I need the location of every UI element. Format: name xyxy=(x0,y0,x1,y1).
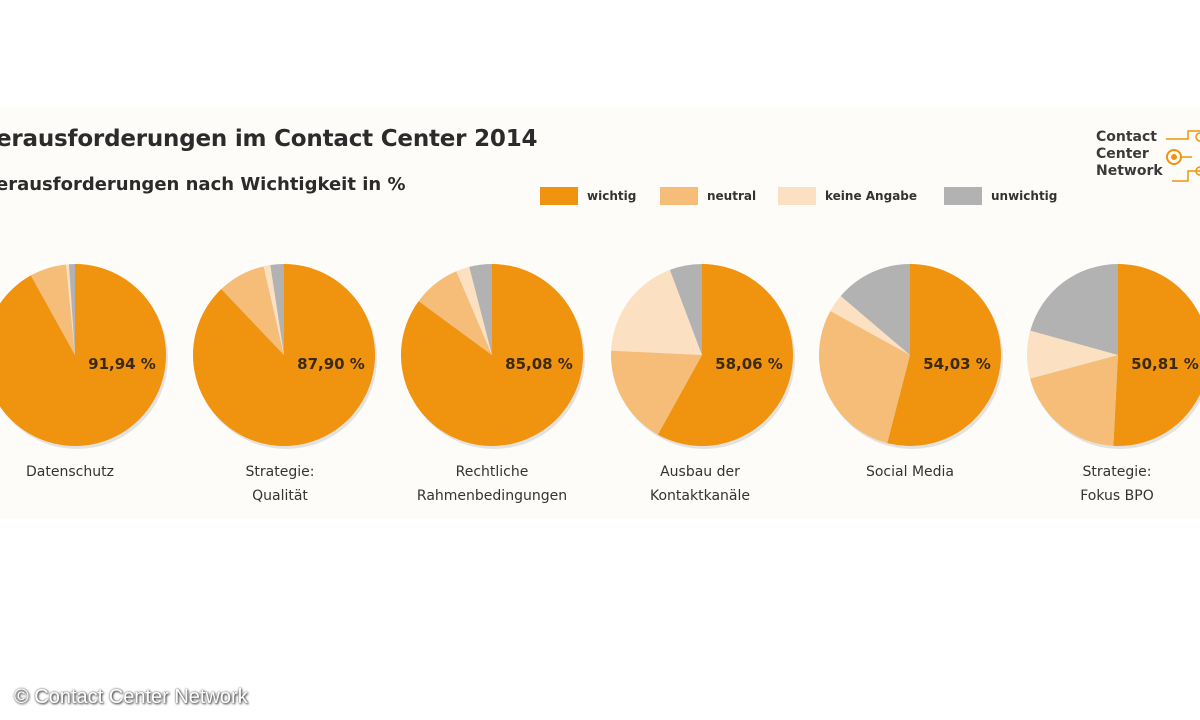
category-label-2-line-2: Rahmenbedingungen xyxy=(416,488,568,504)
pie-0-slice-wichtig xyxy=(0,264,166,446)
category-label-4: Social Media xyxy=(810,460,1010,484)
legend-label-unwichtig: unwichtig xyxy=(991,189,1058,203)
category-label-5-line-1: Strategie: xyxy=(1082,464,1152,480)
chart-panel xyxy=(0,107,1200,519)
pie-0-slice-keine-angabe xyxy=(66,264,75,355)
pie-5-slice-wichtig xyxy=(1113,264,1200,446)
pie-4-slice-wichtig xyxy=(887,264,1001,446)
legend-swatch-wichtig xyxy=(540,187,578,205)
category-label-5: Strategie: Fokus BPO xyxy=(1017,460,1200,508)
pie-3-slice-wichtig xyxy=(657,264,793,447)
pie-4-slice-neutral xyxy=(818,311,910,444)
legend-item-wichtig: wichtig xyxy=(540,186,636,206)
pie-4-slice-keine-angabe xyxy=(830,295,910,355)
pie-1-slice-neutral xyxy=(221,266,284,355)
chart-title: erausforderungen im Contact Center 2014 xyxy=(0,126,538,152)
legend-label-keine-angabe: keine Angabe xyxy=(825,189,918,203)
legend-swatch-unwichtig xyxy=(944,187,982,205)
pie-3-slice-keine-angabe xyxy=(611,269,702,355)
pie-5-slice-unwichtig xyxy=(1030,264,1118,355)
logo-line-3: Network xyxy=(1096,163,1163,179)
legend-item-keine-angabe: keine Angabe xyxy=(778,186,917,206)
pie-0-slice-neutral xyxy=(30,264,75,355)
pie-1-value-label: 87,90 % xyxy=(297,355,365,373)
pie-2-slice-neutral xyxy=(418,271,492,355)
category-label-1-line-1: Strategie: xyxy=(245,464,315,480)
contact-center-network-logo: Contact Center Network xyxy=(1096,129,1200,191)
legend-item-unwichtig: unwichtig xyxy=(944,186,1057,206)
category-label-1: Strategie: Qualität xyxy=(180,460,380,508)
category-label-3-line-2: Kontaktkanäle xyxy=(650,488,750,504)
pie-chart-4: 54,03 % xyxy=(818,264,1003,449)
pie-1-slice-keine-angabe xyxy=(263,265,284,355)
chart-subtitle: erausforderungen nach Wichtigkeit in % xyxy=(0,174,406,195)
pie-3-slice-unwichtig xyxy=(669,264,702,355)
category-label-0-line-1: Datenschutz xyxy=(26,464,114,480)
pie-2-value-label: 85,08 % xyxy=(505,355,573,373)
copyright-watermark: © Contact Center Network xyxy=(14,686,248,708)
category-label-3: Ausbau der Kontaktkanäle xyxy=(600,460,800,508)
logo-text: Contact Center Network xyxy=(1096,129,1163,180)
pie-1-slice-unwichtig xyxy=(270,264,284,355)
category-label-2: Rechtliche Rahmenbedingungen xyxy=(392,460,592,508)
pie-chart-0: 91,94 % xyxy=(0,263,168,449)
legend-label-neutral: neutral xyxy=(707,189,757,203)
pie-0-value-label: 91,94 % xyxy=(88,355,156,373)
pie-chart-1: 87,90 % xyxy=(193,264,377,449)
category-label-3-line-1: Ausbau der xyxy=(660,464,740,480)
pie-2-slice-wichtig xyxy=(400,264,583,447)
pie-2-slice-unwichtig xyxy=(469,264,492,355)
pie-chart-2: 85,08 % xyxy=(400,264,585,449)
pie-5-slice-neutral xyxy=(1030,355,1118,446)
pie-3-value-label: 58,06 % xyxy=(715,355,783,373)
category-label-1-line-2: Qualität xyxy=(252,488,308,504)
pie-chart-3: 58,06 % xyxy=(610,264,795,449)
legend-label-wichtig: wichtig xyxy=(587,189,637,203)
logo-line-2: Center xyxy=(1096,146,1149,162)
pie-4-value-label: 54,03 % xyxy=(923,355,991,373)
category-label-4-line-1: Social Media xyxy=(865,464,954,480)
pie-2-slice-keine-angabe xyxy=(456,266,492,355)
logo-line-1: Contact xyxy=(1096,129,1157,145)
pie-0-slice-unwichtig xyxy=(68,263,75,355)
category-label-5-line-2: Fokus BPO xyxy=(1080,488,1154,504)
category-label-2-line-1: Rechtliche xyxy=(455,464,529,480)
pie-chart-5: 50,81 % xyxy=(1027,264,1200,449)
pie-3-slice-neutral xyxy=(610,350,702,435)
legend-item-neutral: neutral xyxy=(660,186,756,206)
pie-1-slice-wichtig xyxy=(193,264,376,446)
legend-swatch-keine-angabe xyxy=(778,187,816,205)
category-label-0: Datenschutz xyxy=(0,460,170,484)
logo-circuit-icon xyxy=(1166,130,1200,182)
pie-4-slice-unwichtig xyxy=(840,264,910,355)
legend-swatch-neutral xyxy=(660,187,698,205)
pie-5-value-label: 50,81 % xyxy=(1131,355,1199,373)
pie-5-slice-keine-angabe xyxy=(1027,330,1118,379)
